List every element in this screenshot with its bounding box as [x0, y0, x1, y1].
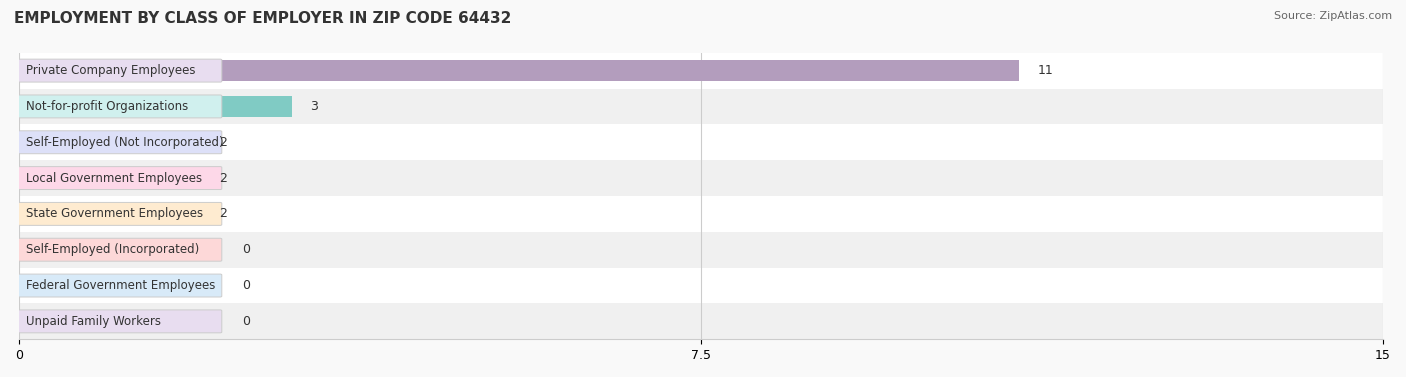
Text: Private Company Employees: Private Company Employees: [27, 64, 195, 77]
Text: Unpaid Family Workers: Unpaid Family Workers: [27, 315, 162, 328]
FancyBboxPatch shape: [18, 59, 222, 82]
FancyBboxPatch shape: [18, 95, 222, 118]
Text: 2: 2: [219, 172, 226, 185]
Bar: [20, 303, 1384, 339]
Text: 2: 2: [219, 207, 226, 221]
Text: Local Government Employees: Local Government Employees: [27, 172, 202, 185]
FancyBboxPatch shape: [18, 310, 222, 333]
Bar: [20, 132, 201, 153]
FancyBboxPatch shape: [18, 167, 222, 190]
FancyBboxPatch shape: [18, 131, 222, 154]
Text: Federal Government Employees: Federal Government Employees: [27, 279, 215, 292]
Bar: [20, 196, 1384, 232]
Text: 0: 0: [242, 243, 250, 256]
Bar: [20, 167, 201, 189]
Text: Self-Employed (Not Incorporated): Self-Employed (Not Incorporated): [27, 136, 224, 149]
Bar: [20, 268, 1384, 303]
Text: Self-Employed (Incorporated): Self-Employed (Incorporated): [27, 243, 200, 256]
Bar: [20, 203, 201, 225]
Bar: [20, 232, 1384, 268]
FancyBboxPatch shape: [18, 238, 222, 261]
Bar: [20, 96, 292, 117]
Text: 11: 11: [1038, 64, 1053, 77]
FancyBboxPatch shape: [18, 274, 222, 297]
Bar: [20, 89, 1384, 124]
Text: 0: 0: [242, 279, 250, 292]
Text: Source: ZipAtlas.com: Source: ZipAtlas.com: [1274, 11, 1392, 21]
Bar: [20, 124, 1384, 160]
Bar: [20, 53, 1384, 89]
Text: 0: 0: [242, 315, 250, 328]
FancyBboxPatch shape: [18, 202, 222, 225]
Text: 3: 3: [309, 100, 318, 113]
Text: 2: 2: [219, 136, 226, 149]
Bar: [20, 160, 1384, 196]
Bar: [20, 60, 1019, 81]
Text: EMPLOYMENT BY CLASS OF EMPLOYER IN ZIP CODE 64432: EMPLOYMENT BY CLASS OF EMPLOYER IN ZIP C…: [14, 11, 512, 26]
Text: State Government Employees: State Government Employees: [27, 207, 204, 221]
Text: Not-for-profit Organizations: Not-for-profit Organizations: [27, 100, 188, 113]
